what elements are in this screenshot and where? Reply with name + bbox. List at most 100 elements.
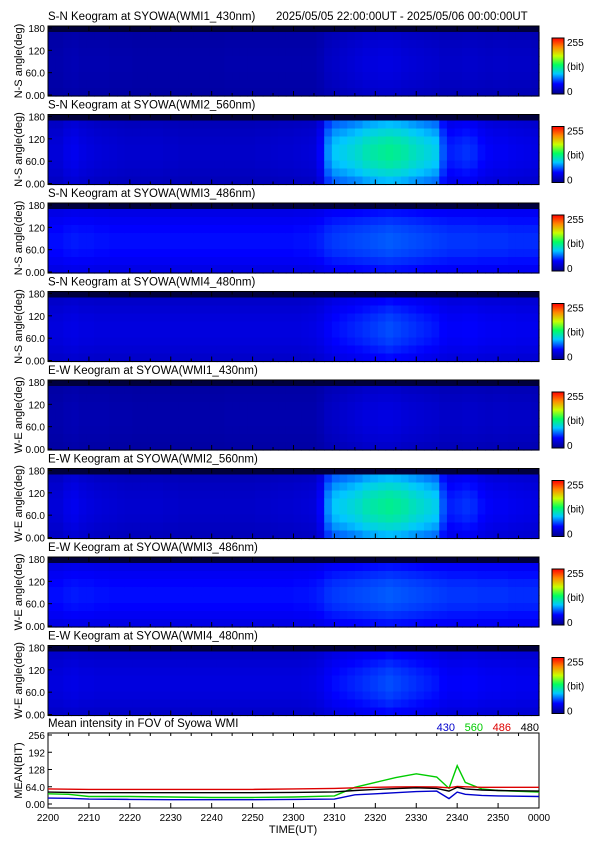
keogram-cell (117, 675, 126, 685)
keogram-cell (393, 506, 402, 516)
keogram-cell (132, 402, 141, 411)
keogram-cell (193, 426, 203, 435)
keogram-cell (354, 233, 364, 242)
keogram-cell (278, 563, 287, 572)
keogram-cell (469, 56, 479, 65)
keogram-cell (462, 136, 471, 146)
keogram-cell (293, 152, 302, 162)
keogram-cell (408, 410, 417, 419)
keogram-cell (485, 426, 494, 435)
keogram-cell (48, 522, 57, 532)
keogram-cell (163, 683, 172, 693)
keogram-cell (140, 88, 149, 97)
colorbar-min-label: 0 (567, 707, 573, 718)
keogram-cell (201, 329, 210, 339)
keogram-cell (316, 233, 325, 242)
keogram-cell (178, 321, 187, 331)
keogram-cell (485, 249, 494, 258)
keogram-cell (416, 563, 425, 572)
keogram-cell (377, 176, 387, 186)
keogram-cell (270, 394, 279, 403)
keogram-cell (293, 611, 302, 620)
keogram-cell (439, 530, 448, 540)
keogram-cell (462, 434, 471, 443)
keogram-cell (63, 233, 72, 242)
keogram-cell (232, 394, 241, 403)
keogram-cell (71, 514, 80, 524)
keogram-cell (385, 32, 394, 41)
keogram-cell (339, 233, 348, 242)
keogram-cell (262, 402, 272, 411)
keogram-cell (477, 241, 486, 250)
keogram-cell (485, 667, 494, 677)
keogram-cell (454, 522, 463, 532)
keogram-cell (140, 297, 149, 307)
keogram-cell (354, 120, 364, 130)
keogram-cell (500, 176, 509, 186)
keogram-cell (416, 176, 425, 186)
keogram-cell (117, 64, 126, 73)
keogram-cell (339, 72, 348, 81)
keogram-cell (147, 498, 156, 508)
keogram-cell (469, 691, 479, 701)
keogram-cell (201, 313, 210, 323)
keogram-cell (224, 337, 233, 347)
keogram-cell (324, 176, 333, 186)
keogram-cell (347, 353, 356, 363)
keogram-cell (462, 683, 471, 693)
keogram-cell (94, 241, 103, 250)
keogram-cell (201, 691, 210, 701)
y-tick-label: 60.0 (26, 688, 46, 699)
keogram-cell (186, 64, 195, 73)
keogram-cell (117, 337, 126, 347)
keogram-cell (377, 707, 387, 717)
keogram-cell (316, 611, 325, 620)
keogram-cell (508, 160, 517, 170)
keogram-cell (101, 402, 110, 411)
keogram-cell (117, 603, 126, 612)
keogram-cell (500, 297, 509, 307)
keogram-cell (462, 353, 471, 363)
keogram-cell (462, 506, 471, 516)
keogram-cell (316, 498, 325, 508)
keogram-cell (515, 120, 525, 130)
keogram-cell (186, 265, 195, 274)
keogram-cell (48, 587, 57, 596)
y-tick-label: 120 (28, 46, 45, 57)
x-axis-label: TIME(UT) (269, 824, 317, 836)
keogram-cell (170, 482, 180, 492)
keogram-cell (462, 329, 471, 339)
keogram-cell (423, 675, 433, 685)
keogram-cell (209, 563, 218, 572)
keogram-cell (316, 297, 325, 307)
keogram-cell (331, 353, 341, 363)
keogram-cell (78, 434, 87, 443)
keogram-cell (362, 474, 371, 484)
keogram-cell (224, 168, 233, 178)
keogram-cell (270, 329, 279, 339)
keogram-cell (492, 418, 502, 427)
keogram-cell (393, 241, 402, 250)
keogram-cell (362, 402, 371, 411)
keogram-cell (523, 530, 532, 540)
keogram-cell (224, 498, 233, 508)
keogram-cell (86, 120, 95, 130)
keogram-cell (416, 160, 425, 170)
keogram-cell (63, 56, 72, 65)
keogram-cell (155, 603, 164, 612)
keogram-cell (370, 297, 379, 307)
keogram-cell (247, 321, 256, 331)
keogram-cell (262, 144, 272, 154)
keogram-cell (477, 386, 486, 395)
keogram-cell (109, 667, 118, 677)
keogram-cell (285, 434, 295, 443)
keogram-cell (278, 32, 287, 41)
keogram-cell (492, 80, 502, 89)
keogram-cell (393, 209, 402, 218)
keogram-cell (55, 426, 64, 435)
keogram-cell (262, 530, 272, 540)
keogram-cell (101, 498, 110, 508)
keogram-cell (71, 603, 80, 612)
keogram-cell (301, 321, 310, 331)
keogram-cell (285, 152, 295, 162)
